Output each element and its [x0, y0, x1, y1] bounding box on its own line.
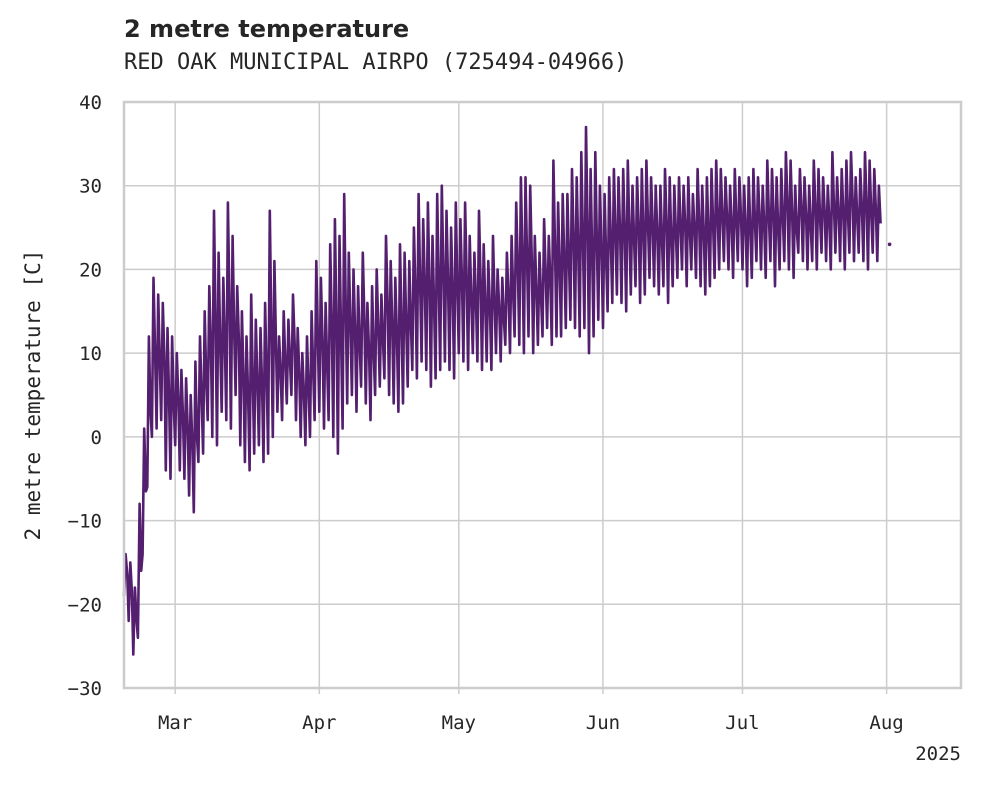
- x-axis-year-label: 2025: [915, 743, 961, 765]
- y-tick-label: 0: [91, 427, 102, 449]
- y-tick-label: 30: [79, 176, 102, 198]
- plot-frame: [122, 100, 963, 690]
- y-tick-label: 40: [79, 92, 102, 114]
- y-tick-label: −30: [68, 678, 102, 700]
- x-tick-label: Aug: [869, 712, 903, 734]
- temperature-series-line: [122, 125, 882, 656]
- x-axis-ticks: Mar Apr May Jun Jul Aug: [158, 688, 904, 734]
- y-tick-label: −10: [68, 511, 102, 533]
- isolated-data-point: [887, 242, 892, 247]
- y-tick-label: −20: [68, 594, 102, 616]
- x-tick-label: May: [442, 712, 476, 734]
- x-tick-label: Apr: [302, 712, 336, 734]
- x-tick-label: Jun: [586, 712, 620, 734]
- chart-title: 2 metre temperature: [124, 15, 410, 43]
- y-tick-label: 20: [79, 259, 102, 281]
- y-axis-ticks: −30 −20 −10 0 10 20 30 40: [68, 92, 102, 700]
- chart-subtitle: RED OAK MUNICIPAL AIRPO (725494-04966): [124, 50, 628, 75]
- x-tick-label: Mar: [158, 712, 192, 734]
- series-layer: [122, 125, 892, 656]
- x-tick-label: Jul: [725, 712, 759, 734]
- y-axis-label: 2 metre temperature [C]: [21, 250, 45, 541]
- y-tick-label: 10: [79, 343, 102, 365]
